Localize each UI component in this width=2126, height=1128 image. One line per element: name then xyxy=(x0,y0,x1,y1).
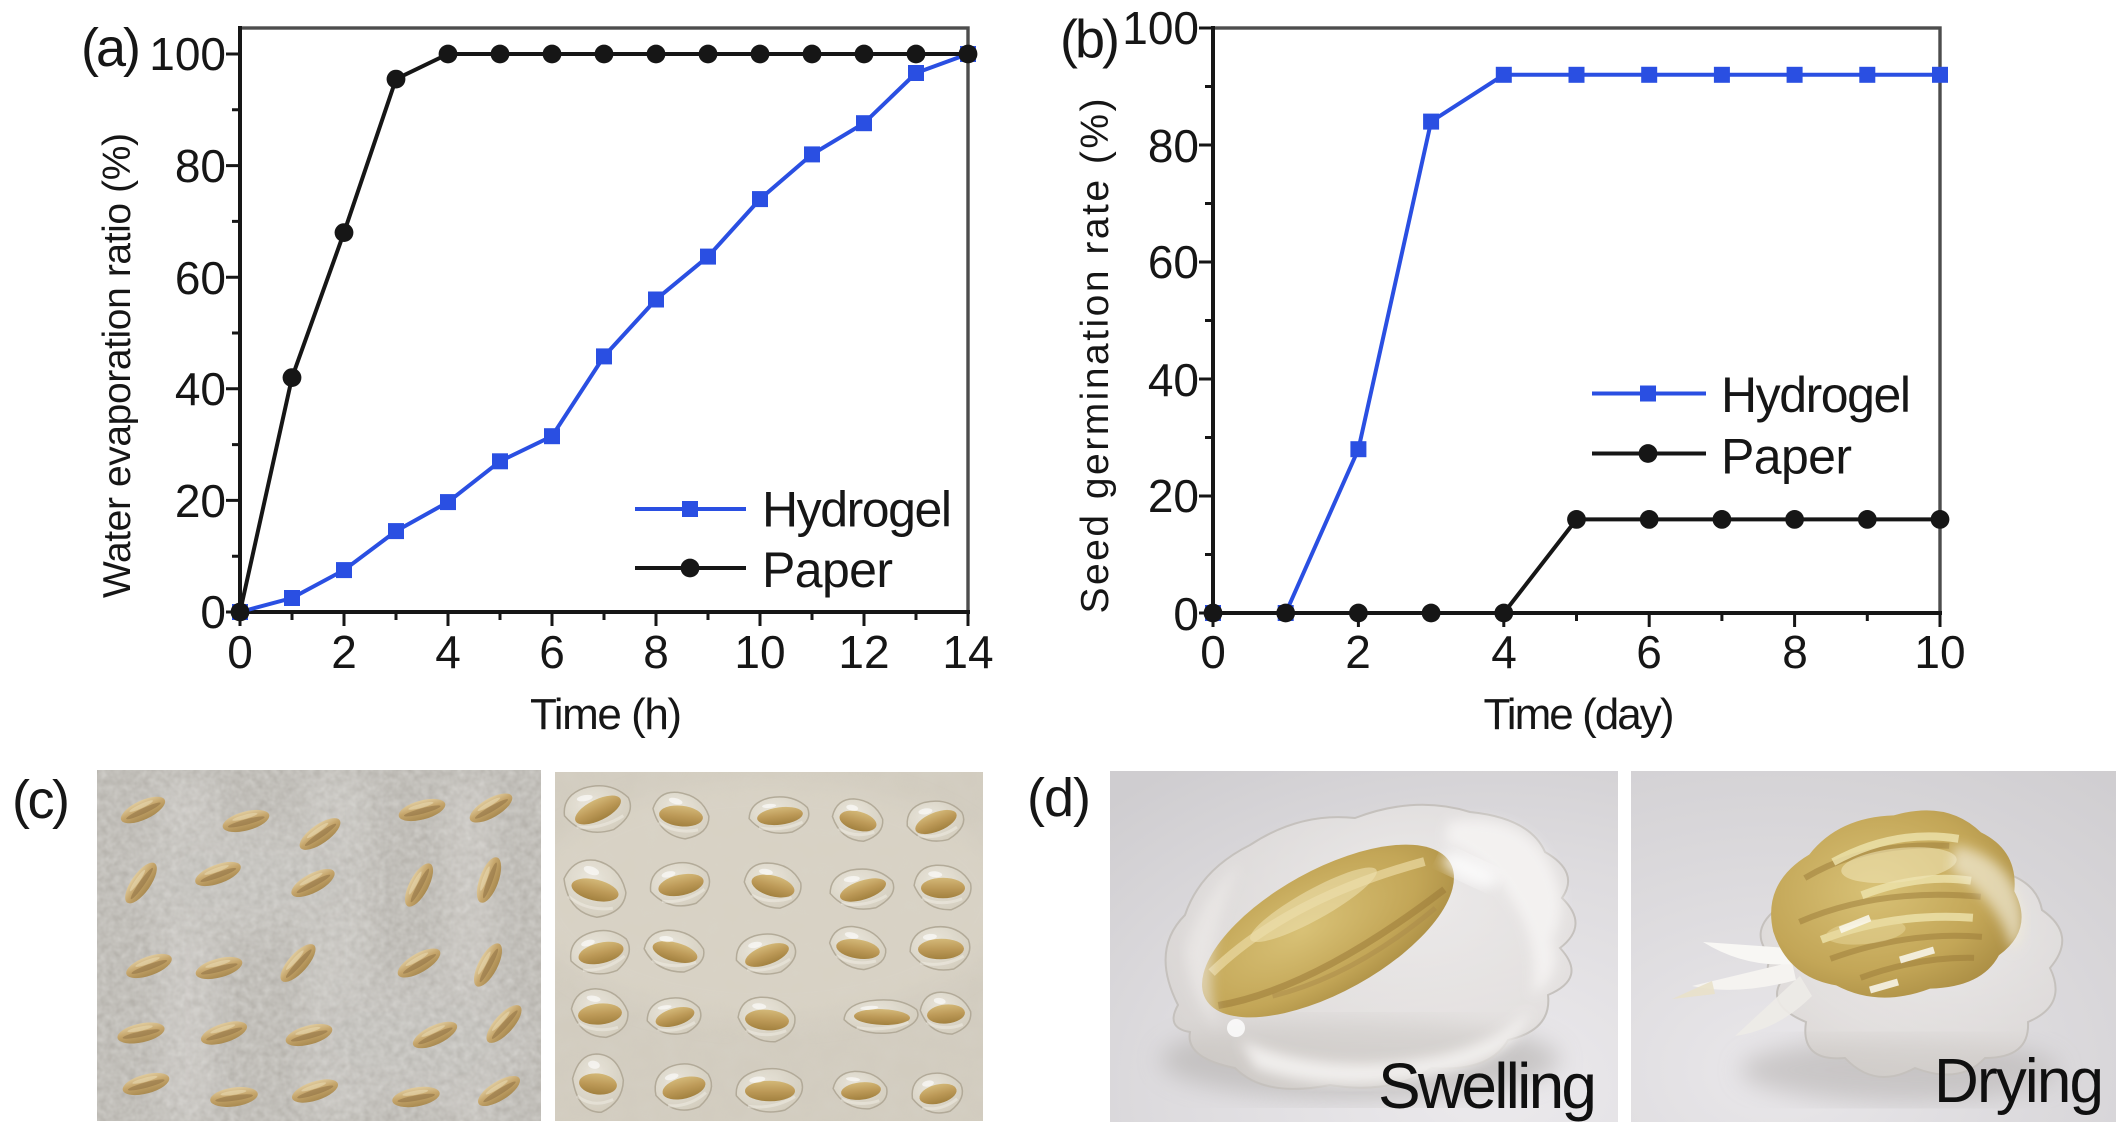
svg-text:(d): (d) xyxy=(1027,768,1091,828)
svg-text:60: 60 xyxy=(1148,236,1199,288)
svg-text:0: 0 xyxy=(227,626,253,678)
svg-text:(b): (b) xyxy=(1060,9,1120,69)
svg-text:40: 40 xyxy=(1148,354,1199,406)
svg-text:0: 0 xyxy=(1200,626,1226,678)
svg-text:4: 4 xyxy=(1491,626,1517,678)
svg-text:20: 20 xyxy=(175,475,226,527)
svg-text:Paper: Paper xyxy=(762,542,893,598)
svg-text:10: 10 xyxy=(734,626,785,678)
svg-text:100: 100 xyxy=(149,28,226,80)
svg-text:12: 12 xyxy=(838,626,889,678)
svg-text:0: 0 xyxy=(1173,588,1199,640)
svg-text:8: 8 xyxy=(1782,626,1808,678)
svg-text:14: 14 xyxy=(942,626,993,678)
svg-text:80: 80 xyxy=(175,140,226,192)
svg-text:40: 40 xyxy=(175,363,226,415)
svg-text:Seed germination rate (%): Seed germination rate (%) xyxy=(1074,99,1117,614)
svg-text:(a): (a) xyxy=(81,18,141,78)
svg-text:10: 10 xyxy=(1914,626,1965,678)
svg-text:Time (h): Time (h) xyxy=(530,690,682,739)
svg-text:Hydrogel: Hydrogel xyxy=(1721,367,1911,423)
svg-text:80: 80 xyxy=(1148,120,1199,172)
svg-text:Swelling: Swelling xyxy=(1378,1050,1597,1122)
svg-text:Drying: Drying xyxy=(1934,1047,2104,1116)
svg-text:60: 60 xyxy=(175,252,226,304)
svg-text:2: 2 xyxy=(331,626,357,678)
svg-text:Hydrogel: Hydrogel xyxy=(762,482,952,538)
svg-text:0: 0 xyxy=(200,586,226,638)
svg-text:8: 8 xyxy=(643,626,669,678)
svg-text:4: 4 xyxy=(435,626,461,678)
svg-text:Time (day): Time (day) xyxy=(1484,690,1675,739)
svg-text:Water evaporation ratio (%): Water evaporation ratio (%) xyxy=(96,133,139,598)
svg-text:6: 6 xyxy=(539,626,565,678)
svg-text:100: 100 xyxy=(1122,2,1199,54)
svg-text:2: 2 xyxy=(1345,626,1371,678)
svg-text:(c): (c) xyxy=(12,770,70,830)
svg-text:Paper: Paper xyxy=(1721,429,1852,485)
svg-text:6: 6 xyxy=(1636,626,1662,678)
svg-text:20: 20 xyxy=(1148,470,1199,522)
